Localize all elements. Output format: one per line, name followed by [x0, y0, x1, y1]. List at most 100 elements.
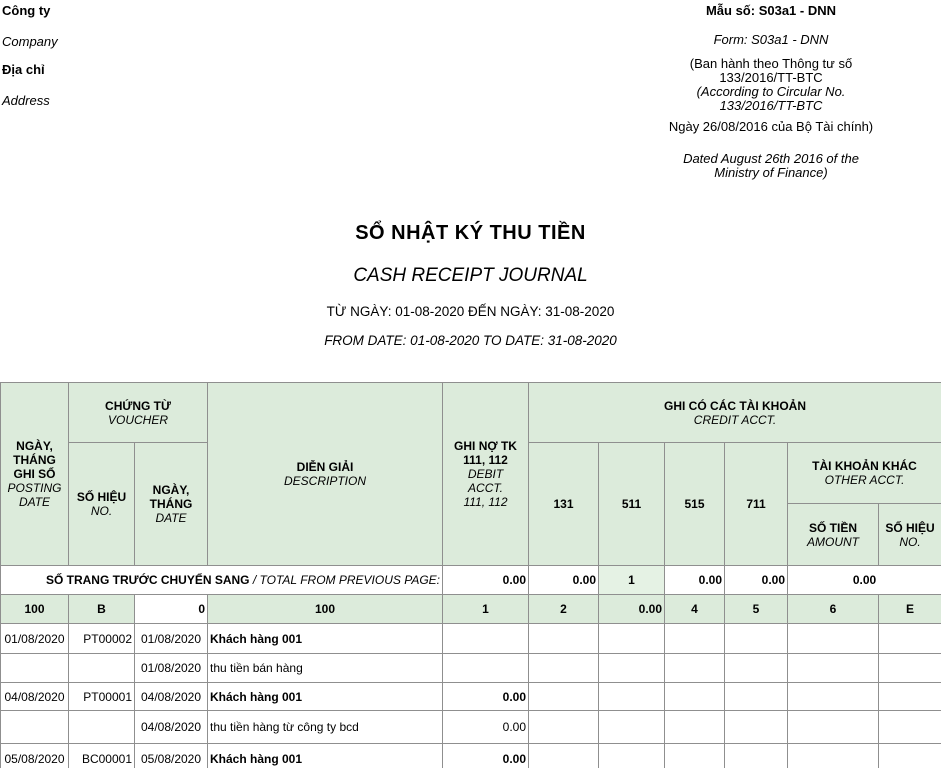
- circular-vn-1: (Ban hành theo Thông tư số: [689, 56, 853, 71]
- voucher-group-header: CHỨNG TỪ VOUCHER: [68, 382, 208, 443]
- cell-511: [598, 682, 665, 711]
- issue-date-en-2: Ministry of Finance): [714, 165, 828, 180]
- cell-debit: [442, 653, 529, 683]
- report-title-en: CASH RECEIPT JOURNAL: [353, 265, 588, 286]
- voucher-date-label-en: DATE: [155, 511, 187, 525]
- cell-other-no: [877, 623, 941, 654]
- cell-other-no: [877, 710, 941, 744]
- other-no-label-vn: SỐ HIỆU: [885, 520, 935, 535]
- previous-page-label-en: / TOTAL FROM PREVIOUS PAGE:: [252, 573, 440, 587]
- cell-131: [528, 710, 599, 744]
- cell-515: [664, 710, 725, 744]
- report-period-en: FROM DATE: 01-08-2020 TO DATE: 31-08-202…: [324, 333, 617, 348]
- cell-description: thu tiền hàng từ công ty bcd: [207, 710, 443, 744]
- cell-debit: 0.00: [442, 743, 529, 768]
- other-amount-label-vn: SỐ TIỀN: [808, 520, 857, 535]
- report-title-vn: SỔ NHẬT KÝ THU TIỀN: [355, 222, 586, 244]
- colnum-other-no: E: [877, 594, 941, 624]
- posting-date-label-en: POSTING DATE: [7, 481, 62, 509]
- colnum-debit: 1: [442, 594, 529, 624]
- credit-group-header: GHI CÓ CÁC TÀI KHOẢN CREDIT ACCT.: [527, 382, 941, 443]
- cell-711: [724, 682, 788, 711]
- col-voucher-no-header: SỐ HIỆU NO.: [68, 442, 135, 566]
- colnum-voucher-date: 0: [134, 594, 208, 624]
- cell-other-no: [877, 653, 941, 683]
- colnum-515: 4: [664, 594, 725, 624]
- cell-description: Khách hàng 001: [207, 743, 443, 768]
- colnum-description: 100: [207, 594, 443, 624]
- header-row-1: NGÀY, THÁNG GHI SỔ POSTING DATE CHỨNG TỪ…: [0, 382, 941, 566]
- cell-voucher-date: 04/08/2020: [134, 682, 208, 711]
- column-number-row: 100 B 0 100 1 2 0.00 4 5 6 E: [0, 594, 941, 624]
- debit-label-vn: GHI NỢ TK 111, 112: [454, 439, 517, 467]
- col-other-no-header: SỐ HIỆU NO.: [877, 503, 941, 566]
- credit-group-label-vn: GHI CÓ CÁC TÀI KHOẢN: [664, 398, 807, 413]
- colnum-511: 0.00: [598, 594, 665, 624]
- cell-other-amount: [787, 623, 879, 654]
- cell-515: [664, 653, 725, 683]
- prev-711-value: 0.00: [724, 565, 788, 595]
- company-label-en: Company: [2, 34, 58, 49]
- cell-voucher-no: PT00001: [68, 682, 135, 711]
- circular-en-2: 133/2016/TT-BTC: [719, 98, 823, 113]
- table-row: 01/08/2020 thu tiền bán hàng: [0, 653, 941, 683]
- cell-other-amount: [787, 682, 879, 711]
- col-description-header: DIỄN GIẢI DESCRIPTION: [207, 382, 443, 566]
- cell-other-no: [877, 743, 941, 768]
- header-row-2: SỐ HIỆU NO. NGÀY, THÁNG DATE 131 511 515…: [1, 442, 941, 566]
- journal-table: NGÀY, THÁNG GHI SỔ POSTING DATE CHỨNG TỪ…: [0, 382, 941, 768]
- prev-debit-value: 0.00: [442, 565, 529, 595]
- other-acct-label-vn: TÀI KHOẢN KHÁC: [812, 459, 917, 473]
- previous-page-total-row: SỐ TRANG TRƯỚC CHUYỂN SANG / TOTAL FROM …: [0, 565, 941, 595]
- address-label-vn: Địa chỉ: [2, 62, 45, 77]
- cell-711: [724, 653, 788, 683]
- credit-group-label-en: CREDIT ACCT.: [693, 412, 777, 427]
- voucher-label-vn: CHỨNG TỪ: [105, 398, 171, 413]
- cell-131: [528, 623, 599, 654]
- cell-other-amount: [787, 653, 879, 683]
- cell-description: Khách hàng 001: [207, 682, 443, 711]
- cell-131: [528, 743, 599, 768]
- cell-515: [664, 682, 725, 711]
- cell-voucher-no: [68, 710, 135, 744]
- cell-other-amount: [787, 743, 879, 768]
- cell-description: Khách hàng 001: [207, 623, 443, 654]
- colnum-711: 5: [724, 594, 788, 624]
- col-acct-515-header: 515: [664, 442, 725, 566]
- cell-posting-date: 04/08/2020: [0, 682, 69, 711]
- issue-date-en-1: Dated August 26th 2016 of the: [683, 151, 859, 166]
- cell-voucher-no: [68, 653, 135, 683]
- prev-other-amount-value: 0.00: [786, 565, 941, 595]
- form-number-vn: Mẫu số: S03a1 - DNN: [705, 3, 837, 18]
- col-posting-date-header: NGÀY, THÁNG GHI SỔ POSTING DATE: [0, 382, 69, 566]
- col-debit-header: GHI NỢ TK 111, 112 DEBIT ACCT. 111, 112: [442, 382, 529, 566]
- cell-511: [598, 710, 665, 744]
- col-voucher-date-header: NGÀY, THÁNG DATE: [134, 442, 208, 566]
- debit-label-en: DEBIT ACCT. 111, 112: [463, 467, 508, 509]
- voucher-no-label-en: NO.: [90, 504, 113, 518]
- form-number-en: Form: S03a1 - DNN: [713, 32, 829, 47]
- company-label-vn: Công ty: [2, 3, 51, 18]
- cell-other-no: [877, 682, 941, 711]
- cell-description: thu tiền bán hàng: [207, 653, 443, 683]
- col-acct-511-header: 511: [598, 442, 665, 566]
- cell-debit: 0.00: [442, 710, 529, 744]
- circular-vn-2: 133/2016/TT-BTC: [719, 70, 823, 85]
- col-other-amount-header: SỐ TIỀN AMOUNT: [787, 503, 879, 566]
- cell-voucher-no: PT00002: [68, 623, 135, 654]
- cell-511: [598, 743, 665, 768]
- table-row: 05/08/2020 BC00001 05/08/2020 Khách hàng…: [0, 743, 941, 768]
- cell-711: [724, 623, 788, 654]
- voucher-label-en: VOUCHER: [107, 412, 168, 427]
- cell-debit: 0.00: [442, 682, 529, 711]
- cell-voucher-date: 01/08/2020: [134, 653, 208, 683]
- previous-page-label-vn: SỐ TRANG TRƯỚC CHUYỂN SANG: [45, 573, 250, 587]
- other-amount-label-en: AMOUNT: [807, 534, 859, 549]
- cell-131: [528, 682, 599, 711]
- cell-voucher-no: BC00001: [68, 743, 135, 768]
- report-period-vn: TỪ NGÀY: 01-08-2020 ĐẾN NGÀY: 31-08-2020: [326, 304, 615, 319]
- cell-515: [664, 743, 725, 768]
- description-label-en: DESCRIPTION: [283, 474, 366, 488]
- circular-en-1: (According to Circular No.: [696, 84, 846, 99]
- cell-posting-date: 01/08/2020: [0, 623, 69, 654]
